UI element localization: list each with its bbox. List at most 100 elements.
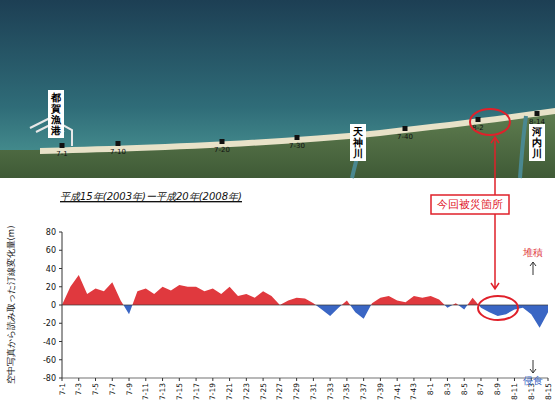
survey-point [476, 117, 481, 122]
x-tick-label: 7-13 [158, 383, 167, 400]
erosion-label: 侵食 [523, 375, 543, 386]
place-label: 天神川 [352, 126, 364, 159]
y-tick-label: -60 [43, 356, 56, 365]
x-tick [447, 378, 448, 381]
erosion-area [62, 305, 548, 328]
x-tick [62, 378, 63, 381]
survey-label: 7-20 [214, 146, 230, 154]
x-tick [430, 378, 431, 381]
chart-site-circle [478, 296, 518, 320]
survey-point [535, 111, 540, 116]
y-tick-label: -40 [43, 338, 56, 347]
x-tick-label: 8-7 [476, 383, 485, 395]
plot-area-neg [62, 305, 548, 328]
deposit-label: 堆積 [522, 247, 543, 258]
plot-area-pos [62, 275, 548, 305]
x-tick-label: 7-25 [259, 383, 268, 400]
title-underline [60, 202, 242, 203]
aerial-photo: 都賀漁港天神川河内川7-17-107-207-307-408-28-14 [0, 0, 555, 178]
river [520, 116, 526, 178]
x-tick [497, 378, 498, 381]
x-tick [279, 378, 280, 381]
x-tick-label: 7-43 [409, 383, 418, 400]
x-tick [413, 378, 414, 381]
x-tick-label: 7-15 [175, 383, 184, 400]
x-tick [313, 378, 314, 381]
erosion-arrow [530, 360, 536, 373]
x-tick [162, 378, 163, 381]
x-axis [62, 378, 548, 379]
chart-title: 平成15年(2003年)ー平成20年(2008年) [60, 191, 242, 202]
y-tick-label: 60 [46, 246, 56, 255]
survey-label: 7-10 [110, 148, 126, 156]
x-tick-label: 7-5 [91, 383, 100, 395]
y-tick-label: -80 [43, 374, 56, 383]
y-axis-title: 空中写真から読み取った汀線変化量(m) [6, 226, 16, 385]
x-tick-label: 7-35 [342, 383, 351, 400]
x-tick [229, 378, 230, 381]
x-tick [330, 378, 331, 381]
place-label-box [350, 124, 366, 161]
x-tick-label: 7-31 [309, 383, 318, 400]
place-label: 都賀漁港 [50, 92, 62, 136]
deposit-arrow [530, 262, 536, 275]
x-tick-label: 7-3 [74, 383, 83, 395]
y-tick-label: 20 [46, 283, 56, 292]
place-label-box [529, 124, 545, 161]
y-tick-label: 0 [51, 301, 56, 310]
survey-label: 8-14 [529, 118, 545, 126]
y-tick-label: 80 [46, 228, 56, 237]
x-tick [514, 378, 515, 381]
x-tick-label: 8-15 [544, 383, 553, 400]
x-tick [346, 378, 347, 381]
site-arrow-down [491, 214, 499, 289]
x-tick-label: 7-23 [242, 383, 251, 400]
x-tick-label: 7-11 [141, 383, 150, 400]
x-tick-label: 8-5 [460, 383, 469, 395]
x-tick-label: 7-41 [393, 383, 402, 400]
x-tick [179, 378, 180, 381]
site-label: 今回被災箇所 [437, 198, 503, 211]
x-tick-label: 7-21 [225, 383, 234, 400]
x-tick-label: 7-9 [125, 383, 134, 395]
x-tick [397, 378, 398, 381]
x-tick [464, 378, 465, 381]
x-tick [246, 378, 247, 381]
survey-label: 7-40 [397, 133, 413, 141]
place-label: 河内川 [531, 126, 542, 159]
y-tick-label: 40 [46, 265, 56, 274]
survey-point [403, 126, 408, 131]
survey-point [60, 143, 65, 148]
x-tick [196, 378, 197, 381]
x-tick [548, 378, 549, 381]
deposit-area [62, 275, 548, 305]
x-tick [129, 378, 130, 381]
x-tick-label: 7-39 [376, 383, 385, 400]
x-tick-label: 7-7 [108, 383, 117, 395]
x-tick [145, 378, 146, 381]
survey-point [295, 135, 300, 140]
x-tick [95, 378, 96, 381]
survey-label: 7-1 [56, 150, 67, 158]
survey-point [220, 139, 225, 144]
x-tick-label: 7-27 [275, 383, 284, 400]
x-tick-label: 7-29 [292, 383, 301, 400]
x-tick [212, 378, 213, 381]
x-tick [296, 378, 297, 381]
x-tick [112, 378, 113, 381]
x-tick [78, 378, 79, 381]
zero-line [62, 305, 548, 306]
x-tick-label: 8-1 [426, 383, 435, 395]
x-tick-label: 7-19 [208, 383, 217, 400]
place-label-box [48, 90, 64, 138]
x-tick-label: 8-3 [443, 383, 452, 395]
x-tick-label: 8-9 [493, 383, 502, 395]
x-tick-label: 7-1 [58, 383, 67, 395]
river [352, 138, 362, 178]
survey-point [116, 141, 121, 146]
x-tick-label: 8-11 [510, 383, 519, 400]
x-tick [380, 378, 381, 381]
x-tick-label: 7-17 [192, 383, 201, 400]
survey-label: 7-30 [289, 142, 305, 150]
x-tick [363, 378, 364, 381]
